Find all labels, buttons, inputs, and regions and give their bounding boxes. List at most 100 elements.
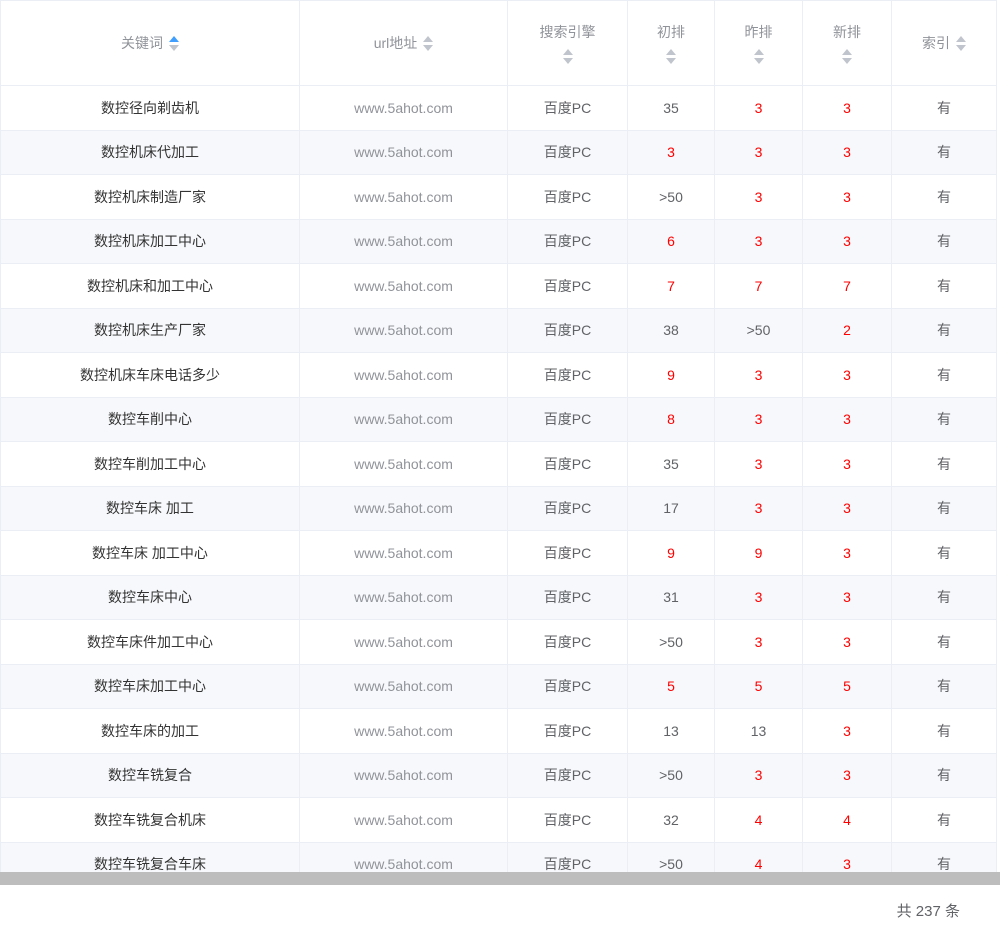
yesterday-rank-cell: 13 — [714, 708, 803, 754]
sort-caret-icon[interactable] — [956, 35, 966, 51]
keyword-cell: 数控径向剃齿机 — [0, 85, 300, 131]
column-label: 搜索引擎 — [539, 24, 596, 40]
new-rank-cell: 3 — [802, 352, 892, 398]
sort-caret-icon[interactable] — [169, 35, 179, 51]
engine-cell: 百度PC — [507, 352, 628, 398]
table-header: 关键词 url地址 搜索引擎 初排 — [0, 0, 997, 86]
column-header-index[interactable]: 索引 — [891, 0, 997, 86]
url-cell: www.5ahot.com — [299, 485, 508, 531]
keyword-rank-table: 关键词 url地址 搜索引擎 初排 — [0, 0, 1000, 885]
table-row: 数控车铣复合机床 www.5ahot.com 百度PC 32 4 4 有 — [0, 797, 997, 843]
initial-rank-cell: >50 — [627, 841, 715, 872]
yesterday-rank-cell: 3 — [714, 129, 803, 175]
table-row: 数控车床的加工 www.5ahot.com 百度PC 13 13 3 有 — [0, 708, 997, 754]
url-cell: www.5ahot.com — [299, 797, 508, 843]
engine-cell: 百度PC — [507, 619, 628, 665]
yesterday-rank-cell: 3 — [714, 218, 803, 264]
keyword-cell: 数控车削加工中心 — [0, 441, 300, 487]
url-cell: www.5ahot.com — [299, 708, 508, 754]
engine-cell: 百度PC — [507, 797, 628, 843]
keyword-cell: 数控机床代加工 — [0, 129, 300, 175]
engine-cell: 百度PC — [507, 396, 628, 442]
initial-rank-cell: 13 — [627, 708, 715, 754]
sort-descending-icon — [956, 44, 966, 51]
index-cell: 有 — [891, 307, 997, 353]
column-label: 新排 — [833, 24, 861, 40]
new-rank-cell: 7 — [802, 263, 892, 309]
yesterday-rank-cell: 3 — [714, 574, 803, 620]
horizontal-scrollbar[interactable] — [0, 872, 1000, 885]
sort-descending-icon — [423, 44, 434, 51]
yesterday-rank-cell: 3 — [714, 619, 803, 665]
yesterday-rank-cell: 3 — [714, 752, 803, 798]
index-cell: 有 — [891, 174, 997, 220]
sort-ascending-icon — [956, 35, 966, 42]
initial-rank-cell: 8 — [627, 396, 715, 442]
table-viewport: 关键词 url地址 搜索引擎 初排 — [0, 0, 997, 872]
initial-rank-cell: 9 — [627, 530, 715, 576]
engine-cell: 百度PC — [507, 708, 628, 754]
index-cell: 有 — [891, 574, 997, 620]
yesterday-rank-cell: 9 — [714, 530, 803, 576]
table-row: 数控车床 加工中心 www.5ahot.com 百度PC 9 9 3 有 — [0, 530, 997, 576]
column-header-new[interactable]: 新排 — [802, 0, 892, 86]
keyword-cell: 数控车床加工中心 — [0, 663, 300, 709]
new-rank-cell: 3 — [802, 752, 892, 798]
sort-caret-icon[interactable] — [666, 49, 676, 64]
new-rank-cell: 3 — [802, 396, 892, 442]
engine-cell: 百度PC — [507, 263, 628, 309]
initial-rank-cell: 31 — [627, 574, 715, 620]
column-header-engine[interactable]: 搜索引擎 — [507, 0, 628, 86]
index-cell: 有 — [891, 263, 997, 309]
initial-rank-cell: 6 — [627, 218, 715, 264]
total-count: 共 237 条 — [896, 902, 960, 920]
column-header-yesterday[interactable]: 昨排 — [714, 0, 803, 86]
new-rank-cell: 3 — [802, 485, 892, 531]
new-rank-cell: 3 — [802, 85, 892, 131]
url-cell: www.5ahot.com — [299, 218, 508, 264]
sort-caret-icon[interactable] — [423, 35, 434, 51]
new-rank-cell: 3 — [802, 574, 892, 620]
sort-caret-icon[interactable] — [562, 49, 573, 64]
initial-rank-cell: 3 — [627, 129, 715, 175]
new-rank-cell: 5 — [802, 663, 892, 709]
url-cell: www.5ahot.com — [299, 530, 508, 576]
sort-descending-icon — [169, 44, 179, 51]
keyword-cell: 数控车床 加工 — [0, 485, 300, 531]
column-label: 索引 — [922, 35, 950, 51]
sort-caret-icon[interactable] — [842, 49, 852, 64]
url-cell: www.5ahot.com — [299, 263, 508, 309]
new-rank-cell: 3 — [802, 708, 892, 754]
index-cell: 有 — [891, 352, 997, 398]
new-rank-cell: 3 — [802, 619, 892, 665]
initial-rank-cell: 5 — [627, 663, 715, 709]
keyword-cell: 数控车铣复合机床 — [0, 797, 300, 843]
sort-descending-icon — [842, 58, 852, 64]
table-row: 数控车削加工中心 www.5ahot.com 百度PC 35 3 3 有 — [0, 441, 997, 487]
sort-caret-icon[interactable] — [753, 49, 764, 64]
yesterday-rank-cell: >50 — [714, 307, 803, 353]
yesterday-rank-cell: 3 — [714, 352, 803, 398]
yesterday-rank-cell: 5 — [714, 663, 803, 709]
table-row: 数控机床车床电话多少 www.5ahot.com 百度PC 9 3 3 有 — [0, 352, 997, 398]
table-row: 数控机床制造厂家 www.5ahot.com 百度PC >50 3 3 有 — [0, 174, 997, 220]
index-cell: 有 — [891, 797, 997, 843]
sort-descending-icon — [666, 58, 676, 64]
table-row: 数控车铣复合 www.5ahot.com 百度PC >50 3 3 有 — [0, 752, 997, 798]
url-cell: www.5ahot.com — [299, 441, 508, 487]
engine-cell: 百度PC — [507, 530, 628, 576]
url-cell: www.5ahot.com — [299, 307, 508, 353]
keyword-cell: 数控车铣复合车床 — [0, 841, 300, 872]
column-header-initial[interactable]: 初排 — [627, 0, 715, 86]
index-cell: 有 — [891, 619, 997, 665]
column-header-url[interactable]: url地址 — [299, 0, 508, 86]
index-cell: 有 — [891, 129, 997, 175]
table-row: 数控车床件加工中心 www.5ahot.com 百度PC >50 3 3 有 — [0, 619, 997, 665]
sort-descending-icon — [753, 58, 764, 64]
yesterday-rank-cell: 3 — [714, 174, 803, 220]
column-header-keyword[interactable]: 关键词 — [0, 0, 300, 86]
new-rank-cell: 3 — [802, 218, 892, 264]
yesterday-rank-cell: 3 — [714, 396, 803, 442]
url-cell: www.5ahot.com — [299, 619, 508, 665]
url-cell: www.5ahot.com — [299, 85, 508, 131]
